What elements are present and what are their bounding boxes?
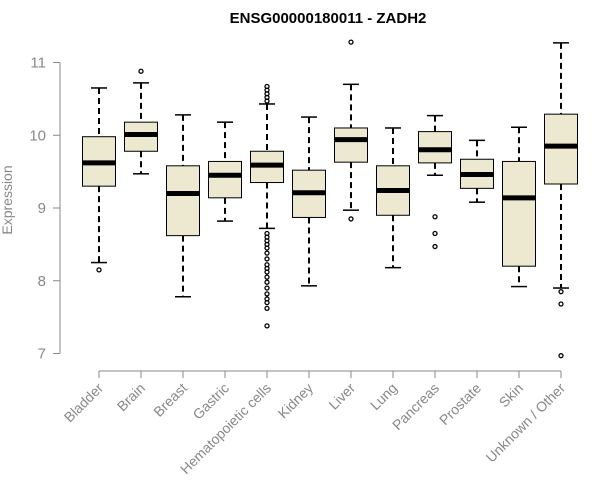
outlier-point	[264, 279, 270, 285]
outlier-point	[264, 250, 270, 256]
outlier-point	[348, 216, 354, 222]
outlier-point	[432, 243, 438, 250]
y-tick-label: 10	[29, 127, 46, 144]
outlier-point	[264, 323, 270, 329]
box-iqr	[166, 165, 200, 237]
outlier-point	[558, 289, 564, 295]
box-series	[82, 39, 578, 359]
box-unknown-other	[544, 42, 578, 359]
box-hematopoietic-cells	[250, 83, 284, 329]
outlier-point	[138, 68, 144, 74]
outlier-point	[96, 267, 102, 273]
box-liver	[334, 39, 368, 222]
box-bladder	[82, 87, 116, 273]
x-tick-label: Liver	[325, 380, 358, 413]
y-axis: 7 8 9 10 11	[29, 55, 61, 363]
box-kidney	[292, 116, 326, 287]
outlier-point	[264, 269, 270, 275]
box-brain	[124, 68, 158, 175]
outlier-point	[558, 301, 564, 307]
y-tick-label: 11	[30, 55, 46, 72]
box-iqr	[544, 113, 578, 185]
box-iqr	[334, 127, 368, 163]
box-iqr	[208, 160, 242, 199]
box-pancreas	[418, 114, 452, 250]
outlier-point	[264, 285, 270, 291]
x-tick-label: Prostate	[436, 380, 484, 428]
box-iqr	[418, 131, 452, 164]
x-tick-label: Unknown / Other	[483, 380, 569, 466]
x-tick-label: Kidney	[275, 380, 317, 422]
outlier-point	[432, 230, 438, 237]
y-tick-label: 9	[38, 200, 46, 217]
box-prostate	[460, 139, 494, 203]
outlier-point	[264, 98, 270, 104]
box-breast	[166, 114, 200, 298]
outlier-point	[264, 274, 270, 280]
box-gastric	[208, 121, 242, 222]
x-tick-label: Brain	[114, 380, 148, 414]
y-axis-label: Expression	[0, 165, 15, 234]
y-tick-label: 7	[38, 346, 46, 363]
outlier-point	[432, 214, 438, 220]
box-iqr	[502, 160, 536, 267]
chart-title: ENSG00000180011 - ZADH2	[230, 10, 427, 27]
x-tick-label: Pancreas	[389, 380, 442, 433]
outlier-point	[558, 353, 564, 359]
x-tick-label: Bladder	[61, 380, 107, 426]
x-tick-label: Breast	[150, 380, 190, 420]
x-tick-label: Lung	[367, 380, 400, 413]
outlier-point	[348, 39, 354, 45]
outlier-point	[264, 299, 270, 306]
outlier-point	[264, 291, 270, 297]
outlier-point	[264, 245, 270, 251]
y-tick-label: 8	[38, 273, 46, 290]
outlier-point	[264, 305, 270, 312]
box-lung	[376, 127, 410, 269]
x-tick-label: Skin	[496, 380, 527, 411]
box-skin	[502, 126, 536, 288]
outlier-point	[264, 256, 270, 262]
